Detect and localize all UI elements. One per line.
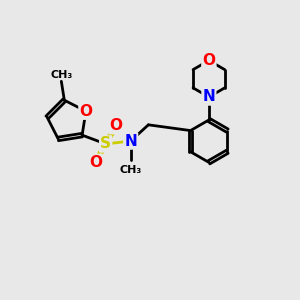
Text: CH₃: CH₃ (50, 70, 73, 80)
Text: N: N (202, 89, 215, 104)
Text: O: O (110, 118, 122, 133)
Text: O: O (89, 155, 102, 170)
Text: N: N (124, 134, 137, 148)
Text: O: O (80, 104, 92, 119)
Text: CH₃: CH₃ (120, 165, 142, 175)
Text: S: S (100, 136, 111, 152)
Text: O: O (202, 53, 215, 68)
